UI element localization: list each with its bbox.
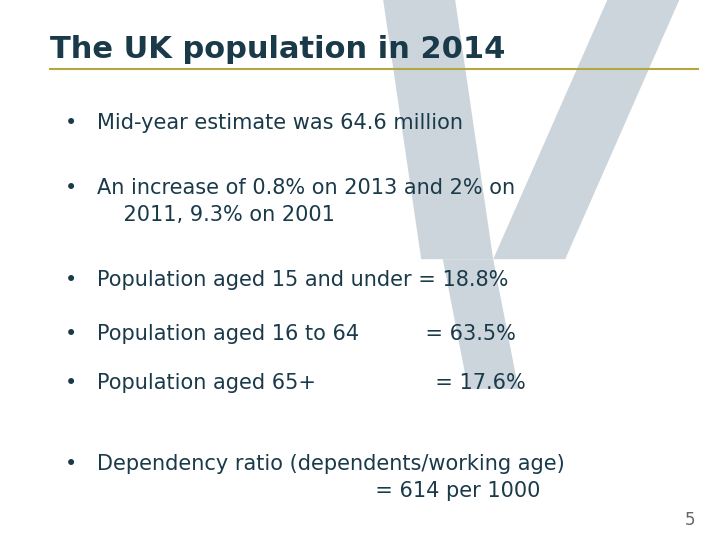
Text: Dependency ratio (dependents/working age)
                                      : Dependency ratio (dependents/working age…: [97, 454, 565, 501]
Text: •: •: [65, 178, 77, 198]
Text: An increase of 0.8% on 2013 and 2% on
    2011, 9.3% on 2001: An increase of 0.8% on 2013 and 2% on 20…: [97, 178, 516, 225]
Text: •: •: [65, 270, 77, 290]
Text: Population aged 15 and under = 18.8%: Population aged 15 and under = 18.8%: [97, 270, 508, 290]
Text: The UK population in 2014: The UK population in 2014: [50, 35, 505, 64]
Polygon shape: [493, 0, 684, 259]
Text: Population aged 65+                  = 17.6%: Population aged 65+ = 17.6%: [97, 373, 526, 393]
Text: •: •: [65, 454, 77, 474]
Text: •: •: [65, 324, 77, 344]
Polygon shape: [443, 259, 518, 389]
Text: Population aged 16 to 64          = 63.5%: Population aged 16 to 64 = 63.5%: [97, 324, 516, 344]
Polygon shape: [382, 0, 493, 259]
Text: •: •: [65, 113, 77, 133]
Text: Mid-year estimate was 64.6 million: Mid-year estimate was 64.6 million: [97, 113, 463, 133]
Text: •: •: [65, 373, 77, 393]
Text: 5: 5: [684, 511, 695, 529]
